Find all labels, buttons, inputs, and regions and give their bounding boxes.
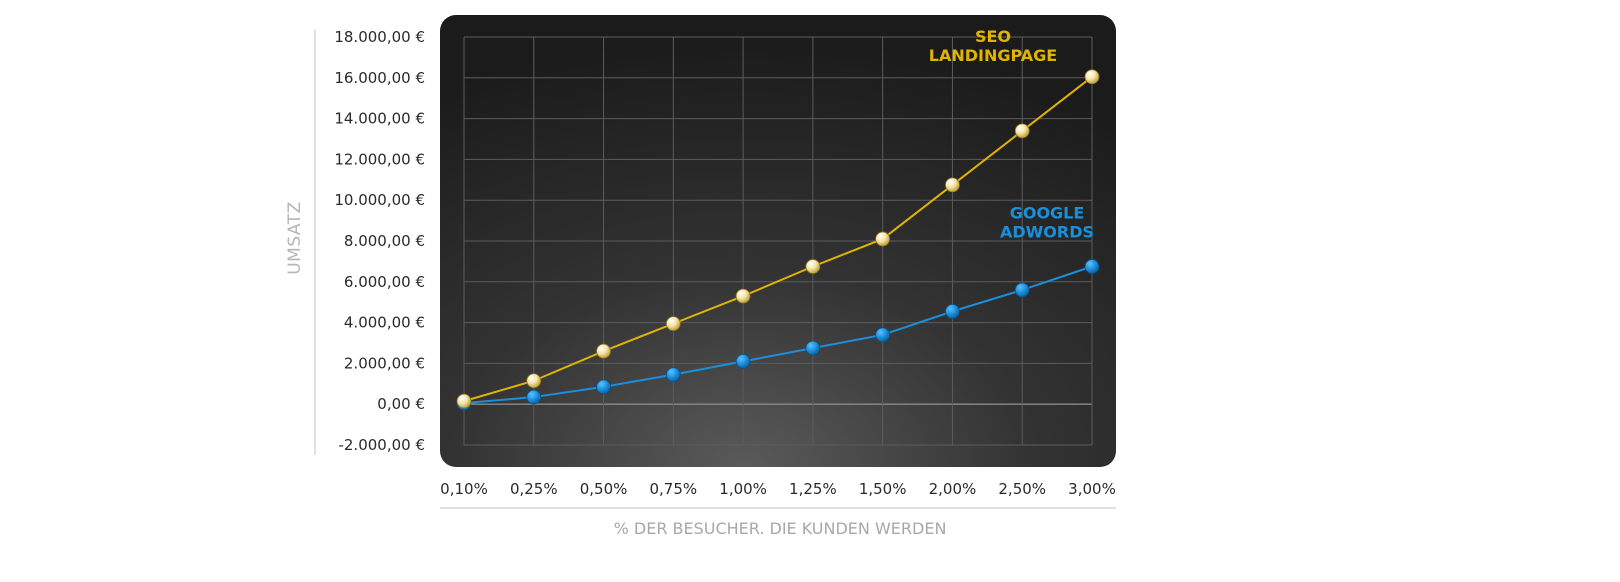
- data-point: [805, 259, 821, 274]
- x-tick-label: 0,50%: [580, 480, 628, 498]
- data-point: [596, 379, 611, 395]
- x-tick-label: 2,00%: [929, 480, 977, 498]
- series-label: ADWORDS: [1000, 223, 1094, 242]
- y-tick-label: 6.000,00 €: [344, 273, 425, 291]
- data-point: [945, 177, 960, 193]
- y-tick-label: 12.000,00 €: [334, 150, 425, 168]
- data-point: [456, 393, 472, 409]
- series-line: [463, 265, 1093, 405]
- x-tick-label: 1,50%: [859, 480, 907, 498]
- y-tick-label: 14.000,00 €: [334, 110, 425, 128]
- data-point: [735, 353, 751, 369]
- data-point: [526, 373, 542, 389]
- data-point: [875, 327, 891, 343]
- x-tick-label: 3,00%: [1068, 480, 1116, 498]
- data-point: [735, 288, 751, 304]
- y-tick-label: 10.000,00 €: [334, 191, 425, 209]
- series-line: [463, 75, 1093, 403]
- y-tick-label: 18.000,00 €: [334, 28, 425, 46]
- x-axis-title: % DER BESUCHER. DIE KUNDEN WERDEN: [614, 519, 947, 538]
- x-tick-label: 0,10%: [440, 480, 488, 498]
- y-tick-label: -2.000,00 €: [338, 436, 425, 454]
- x-tick-label: 0,25%: [510, 480, 558, 498]
- y-tick-label: 2.000,00 €: [344, 354, 425, 372]
- data-point: [805, 340, 821, 356]
- series-layer: [463, 75, 1093, 405]
- data-point: [665, 367, 681, 383]
- series-label: GOOGLE: [1010, 204, 1085, 223]
- data-point: [526, 389, 542, 405]
- x-tick-label: 2,50%: [998, 480, 1046, 498]
- data-point: [875, 231, 891, 247]
- y-tick-label: 0,00 €: [377, 395, 425, 413]
- data-point: [596, 343, 611, 359]
- series-label: LANDINGPAGE: [929, 46, 1057, 65]
- tick-labels: 18.000,00 € 16.000,00 € 14.000,00 € 12.000,…: [334, 28, 1115, 498]
- y-tick-label: 8.000,00 €: [344, 232, 425, 250]
- marker-layer: [456, 69, 1100, 411]
- series-label: SEO: [975, 27, 1011, 46]
- data-point: [1014, 282, 1030, 298]
- x-tick-label: 0,75%: [650, 480, 698, 498]
- y-tick-label: 4.000,00 €: [344, 314, 425, 332]
- data-point: [1084, 259, 1100, 274]
- data-point: [945, 303, 960, 319]
- x-tick-label: 1,00%: [719, 480, 767, 498]
- data-point: [665, 316, 681, 332]
- x-tick-label: 1,25%: [789, 480, 837, 498]
- data-point: [1014, 123, 1030, 139]
- data-point: [1084, 69, 1100, 85]
- y-tick-label: 16.000,00 €: [334, 69, 425, 87]
- y-axis-title: UMSATZ: [285, 201, 305, 275]
